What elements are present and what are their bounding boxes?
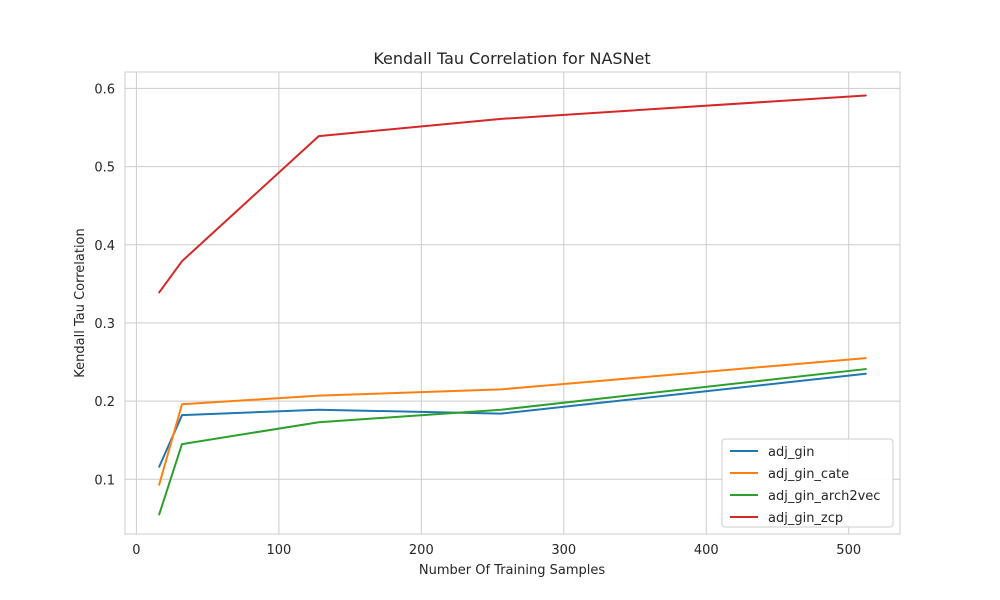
x-tick-label: 200 [409,543,434,558]
legend-label-adj-gin: adj_gin [768,445,814,460]
y-tick-label: 0.2 [94,395,115,410]
x-tick-label: 400 [694,543,719,558]
legend-label-adj-gin-arch2vec: adj_gin_arch2vec [768,489,880,504]
x-axis-label: Number Of Training Samples [419,563,605,578]
series-lines [158,94,867,516]
x-tick-label: 0 [132,543,140,558]
tick-labels: 0 100 200 300 400 500 0.1 0.2 0.3 0.4 0.5 0.6 [94,82,861,558]
series-line-adj-gin-arch2vec [158,368,867,516]
legend-box [721,438,894,528]
legend: adj_gin adj_gin_cate adj_gin_arch2vec adj_g… [721,438,894,528]
series-line-adj-gin-cate [158,357,867,486]
y-tick-label: 0.1 [94,473,115,488]
x-tick-label: 100 [266,543,291,558]
series-line-adj-gin-zcp [158,94,867,294]
y-tick-label: 0.6 [94,82,115,97]
legend-label-adj-gin-cate: adj_gin_cate [768,467,849,482]
y-axis-label: Kendall Tau Correlation [73,228,88,378]
y-tick-label: 0.4 [94,239,115,254]
x-tick-label: 500 [836,543,861,558]
legend-label-adj-gin-zcp: adj_gin_zcp [768,511,843,526]
y-tick-label: 0.5 [94,161,115,176]
x-tick-label: 300 [551,543,576,558]
legend-items: adj_gin adj_gin_cate adj_gin_arch2vec adj_g… [730,445,880,526]
y-tick-label: 0.3 [94,317,115,332]
chart-title: Kendall Tau Correlation for NASNet [373,49,650,68]
plot-frame [124,71,901,535]
